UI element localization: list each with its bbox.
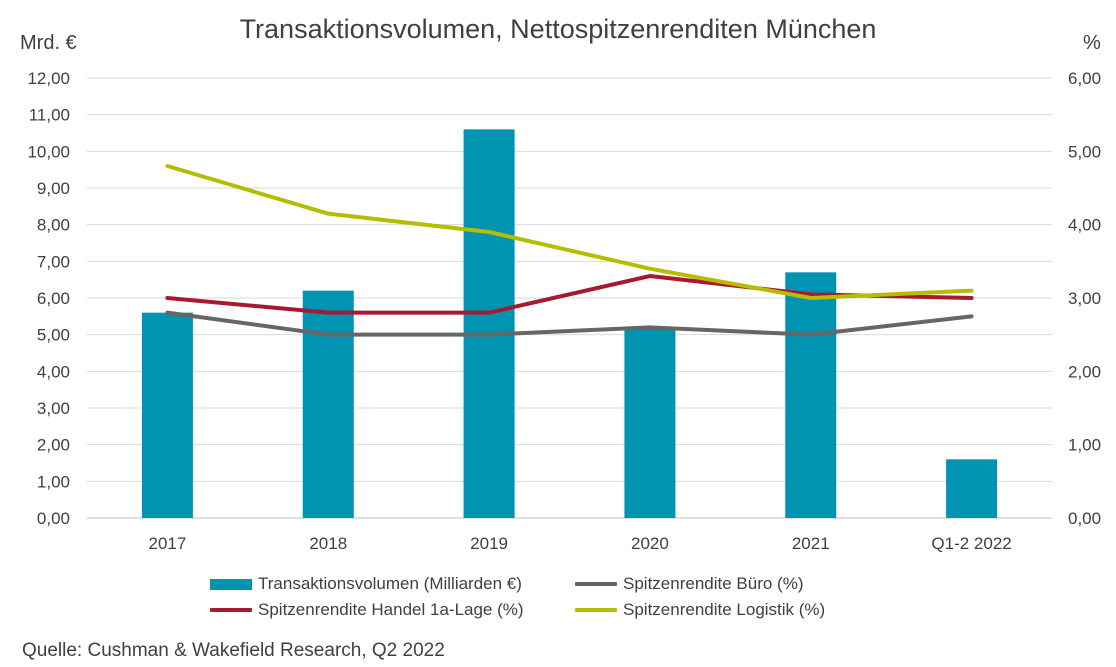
legend-label-handel: Spitzenrendite Handel 1a-Lage (%) xyxy=(258,600,524,619)
bar-2018 xyxy=(302,290,354,518)
x-tick-label: 2021 xyxy=(792,534,830,553)
legend-label-buero: Spitzenrendite Büro (%) xyxy=(623,574,804,593)
right-tick-label: 1,00 xyxy=(1068,436,1101,455)
bar-2021 xyxy=(785,272,837,518)
chart-title: Transaktionsvolumen, Nettospitzenrendite… xyxy=(239,14,877,44)
left-tick-label: 6,00 xyxy=(37,289,70,308)
left-tick-label: 5,00 xyxy=(37,326,70,345)
legend-label-volume: Transaktionsvolumen (Milliarden €) xyxy=(258,574,522,593)
left-tick-label: 2,00 xyxy=(37,436,70,455)
right-tick-label: 6,00 xyxy=(1068,69,1101,88)
left-tick-label: 9,00 xyxy=(37,179,70,198)
left-tick-label: 4,00 xyxy=(37,362,70,381)
x-tick-label: Q1-2 2022 xyxy=(931,534,1011,553)
legend-item-handel: Spitzenrendite Handel 1a-Lage (%) xyxy=(210,600,524,620)
right-axis-unit: % xyxy=(1083,32,1101,54)
bar-2019 xyxy=(463,129,515,519)
x-tick-label: 2019 xyxy=(470,534,508,553)
right-tick-label: 4,00 xyxy=(1068,216,1101,235)
bar-2017 xyxy=(141,312,193,518)
source-note: Quelle: Cushman & Wakefield Research, Q2… xyxy=(22,640,445,661)
legend-item-logistik: Spitzenrendite Logistik (%) xyxy=(575,600,825,620)
right-tick-label: 5,00 xyxy=(1068,142,1101,161)
left-axis-unit: Mrd. € xyxy=(20,32,77,54)
legend-swatch-handel xyxy=(210,608,252,612)
right-tick-label: 3,00 xyxy=(1068,289,1101,308)
legend-swatch-volume xyxy=(210,578,252,590)
bar-2020 xyxy=(624,327,676,518)
legend: Transaktionsvolumen (Milliarden €) Spitz… xyxy=(0,570,1116,630)
left-tick-label: 11,00 xyxy=(29,106,70,125)
left-tick-label: 12,00 xyxy=(27,69,70,88)
right-tick-label: 0,00 xyxy=(1068,509,1101,528)
right-tick-label: 2,00 xyxy=(1068,362,1101,381)
series-line-1 xyxy=(165,310,974,337)
left-tick-label: 10,00 xyxy=(27,142,70,161)
legend-item-volume: Transaktionsvolumen (Milliarden €) xyxy=(210,574,522,594)
legend-swatch-buero xyxy=(575,582,617,586)
bar-Q1-2 2022 xyxy=(946,459,998,518)
series-line-3 xyxy=(165,164,974,300)
left-tick-label: 8,00 xyxy=(37,216,70,235)
x-tick-label: 2020 xyxy=(631,534,669,553)
legend-label-logistik: Spitzenrendite Logistik (%) xyxy=(623,600,826,619)
left-tick-label: 0,00 xyxy=(37,509,70,528)
x-tick-label: 2018 xyxy=(309,534,347,553)
legend-swatch-logistik xyxy=(575,608,617,612)
x-tick-label: 2017 xyxy=(149,534,187,553)
left-tick-label: 7,00 xyxy=(37,252,70,271)
left-tick-label: 1,00 xyxy=(37,472,70,491)
left-tick-label: 3,00 xyxy=(37,399,70,418)
legend-item-buero: Spitzenrendite Büro (%) xyxy=(575,574,803,594)
